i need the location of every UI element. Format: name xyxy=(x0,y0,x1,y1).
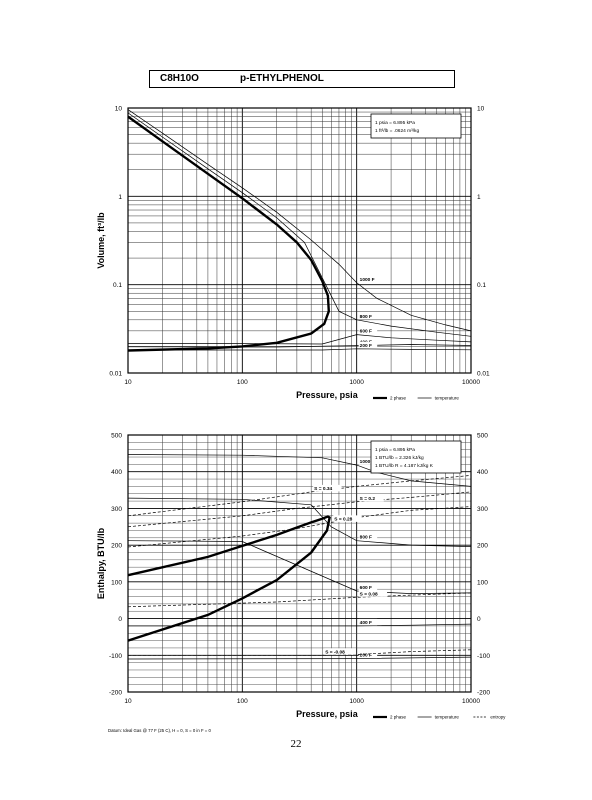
chart1-series-temperature-400-f xyxy=(127,344,472,348)
chemical-formula: C8H10O xyxy=(160,73,199,84)
chart1-y-tick-label-right: 10 xyxy=(477,106,485,113)
chart2-y-tick-label-right: 500 xyxy=(477,433,488,440)
chart1-x-axis-label: Pressure, psia xyxy=(296,390,359,400)
chart2-series-label: S = -0.08 xyxy=(325,649,345,655)
chart2-series-temperature-600-f xyxy=(127,540,472,594)
chart1-x-tick-label: 100 xyxy=(237,379,248,386)
chart1-legend-label: 2 phase xyxy=(390,396,407,401)
chart2-info-box-line: 1 psia = 6.895 kPa xyxy=(375,447,415,453)
chart2-series-label: S = 0.34 xyxy=(314,486,332,492)
chart2-legend-label: 2 phase xyxy=(390,715,407,720)
chart2-series-entropy-s-0-08 xyxy=(128,649,472,656)
chart1-x-tick-label: 10000 xyxy=(462,379,480,386)
chart2-y-tick-label-right: 200 xyxy=(477,543,488,550)
chart2-series-label-bg xyxy=(313,484,342,492)
chart1-series-label-bg xyxy=(358,327,378,335)
chart2-y-tick-label-right: -200 xyxy=(477,690,490,697)
chart1-series-label: 600 F xyxy=(360,329,372,335)
chart2-series-label-bg xyxy=(333,515,362,522)
chart1-x-tick-label: 10 xyxy=(124,379,132,386)
chart1-info-box-line: 1 ft³/lb = .0624 m³/kg xyxy=(375,128,419,134)
chart2-y-tick-label-right: -100 xyxy=(477,653,490,660)
chart2-legend-label: temperature xyxy=(435,715,460,720)
chart1-y-tick-label-right: 0.1 xyxy=(477,282,486,289)
chart1-y-tick-label-left: 0.01 xyxy=(109,371,122,378)
chart2-x-tick-label: 10 xyxy=(124,698,132,705)
chart2-legend-label: entropy xyxy=(490,715,506,720)
chart2-y-tick-label-right: 100 xyxy=(477,579,488,586)
chart2-series-entropy-s-0-08 xyxy=(127,592,472,608)
chart2-series-label-bg xyxy=(358,494,384,502)
chart1-y-tick-label-left: 1 xyxy=(118,194,122,201)
chart2-series-label: S = 0.28 xyxy=(334,516,352,522)
chart2-series-label: 1000 F xyxy=(360,459,375,465)
chart2-y-tick-label-right: 0 xyxy=(477,616,481,623)
chart1-x-tick-label: 1000 xyxy=(349,379,364,386)
chart2-y-tick-label-left: 400 xyxy=(111,469,122,476)
chart2-series-label-bg xyxy=(358,590,388,597)
chart1-legend-label: temperature xyxy=(435,396,460,401)
chart1-series-label: 200 F xyxy=(360,343,372,349)
chart2-y-tick-label-left: 500 xyxy=(111,433,122,440)
chart2-x-tick-label: 10000 xyxy=(462,698,480,705)
chart2-y-tick-label-left: 200 xyxy=(111,543,122,550)
chart2-series-two-phase xyxy=(127,515,331,642)
chart2-series-temperature-800-f xyxy=(127,497,472,547)
chart1-y-tick-label-left: 0.1 xyxy=(113,282,122,289)
chart2-y-tick-label-left: -200 xyxy=(109,690,122,697)
chart2-y-tick-label-left: 300 xyxy=(111,506,122,513)
chart2-y-tick-label-right: 400 xyxy=(477,469,488,476)
chart1-series-temperature-1000-f xyxy=(127,109,472,332)
chart2-series-label: S = 0.2 xyxy=(360,496,376,502)
chart2-series-label: 200 F xyxy=(360,653,372,659)
chart2-series-label-bg xyxy=(358,458,381,465)
chart2-info-box-line: 1 BTU/lb R = 4.187 kJ/kg K xyxy=(375,463,434,469)
chart1-series-temperature-600-f xyxy=(128,334,472,345)
chart1-series-temperature-200-f xyxy=(128,348,472,351)
chart2-series-label: S = 0.08 xyxy=(360,591,378,597)
chart2-series-label-bg xyxy=(358,618,378,626)
chart2-y-tick-label-left: -100 xyxy=(109,653,122,660)
page-number: 22 xyxy=(290,738,302,750)
chart1-y-tick-label-left: 10 xyxy=(115,106,123,113)
chart2-info-box xyxy=(370,440,462,474)
chart2-x-tick-label: 1000 xyxy=(349,698,364,705)
chart2-y-tick-label-left: 0 xyxy=(118,616,122,623)
chart1-series-label: 1000 F xyxy=(360,277,375,283)
chart2-y-tick-label-left: 100 xyxy=(111,579,122,586)
chart1-info-box xyxy=(370,113,462,139)
chart1-series-label-bg xyxy=(358,312,378,320)
chart2-x-axis-label: Pressure, psia xyxy=(296,709,359,719)
chart2-series-label: 800 F xyxy=(360,535,372,541)
chart1-y-tick-label-right: 0.01 xyxy=(477,371,490,378)
chart2-series-label: 600 F xyxy=(360,585,372,591)
chart2-series-entropy-s-0-28 xyxy=(127,506,472,548)
chart2-series-entropy-s-0-2 xyxy=(127,491,472,528)
chart1-series-two-phase xyxy=(127,115,331,352)
chart1-series-label-bg xyxy=(358,341,378,349)
chart2-info-box-line: 1 BTU/lb = 2.326 kJ/kg xyxy=(375,455,424,461)
chart2-series-temperature-200-f xyxy=(127,656,472,660)
chart1-series-label-bg xyxy=(358,275,381,283)
chart-title-box: C8H10O p-ETHYLPHENOL xyxy=(149,70,455,88)
chart2-series-label: 400 F xyxy=(360,620,372,626)
chart1-plot-frame xyxy=(127,107,472,374)
chart2-series-label-bg xyxy=(358,533,378,541)
chart1-y-tick-label-right: 1 xyxy=(477,194,481,201)
chart1-series-temperature-800-f xyxy=(127,112,472,337)
chart2-series-label-bg xyxy=(324,648,356,655)
chart2-series-temperature-400-f xyxy=(128,623,472,627)
chart2-series-label-bg xyxy=(358,584,378,591)
chart2-series-label-bg xyxy=(358,651,378,659)
chart1-y-axis-label: Volume, ft³/lb xyxy=(96,212,106,269)
chart2-plot-frame xyxy=(127,434,472,693)
chart2-footnote: Datum: Ideal Gas @ 77 F (25 C), H = 0, S… xyxy=(108,728,211,733)
chart1-info-box-line: 1 psia = 6.895 kPa xyxy=(375,120,415,126)
chart1-series-label: 800 F xyxy=(360,314,372,320)
chart2-y-axis-label: Enthalpy, BTU/lb xyxy=(96,527,106,599)
chart2-x-tick-label: 100 xyxy=(237,698,248,705)
chart2-y-tick-label-right: 300 xyxy=(477,506,488,513)
compound-name: p-ETHYLPHENOL xyxy=(240,73,324,84)
